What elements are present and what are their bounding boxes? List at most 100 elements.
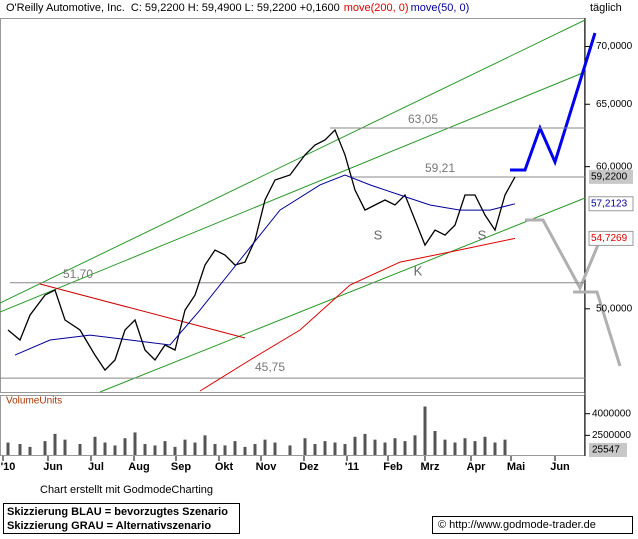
last-value-box — [589, 443, 627, 457]
level-label: 51,70 — [63, 267, 93, 281]
series-line — [14, 174, 516, 356]
volume-bar — [363, 433, 367, 455]
legend-blue: Skizzierung BLAU = bevorzugtes Szenario — [7, 506, 228, 518]
volume-bar — [153, 445, 157, 455]
volume-bar — [433, 431, 437, 455]
level-label: 59,21 — [425, 161, 455, 175]
volume-bar — [263, 439, 267, 455]
quote: C: 59,2200 H: 59,4900 L: 59,2200 +0,1600 — [131, 2, 340, 14]
volume-bar — [343, 443, 347, 455]
x-tick-label: Jun — [43, 461, 63, 473]
volume-bar — [43, 441, 47, 455]
volume-bar — [503, 439, 507, 455]
plot: 63,05 59,21 51,70 45,75 S K S — [0, 112, 585, 392]
volume-bar — [323, 441, 327, 455]
volume-bar — [473, 441, 477, 455]
volume-bar — [53, 433, 57, 455]
copyright: © http://www.godmode-trader.de — [438, 519, 596, 531]
volume-bar — [383, 442, 387, 455]
credit: Chart erstellt mit GodmodeCharting — [40, 484, 213, 496]
x-tick-label: Mrz — [421, 461, 440, 473]
volume-bar — [173, 446, 177, 455]
x-tick-label: Jun — [550, 461, 570, 473]
volume-bar — [288, 445, 292, 455]
x-tick-label: Feb — [383, 461, 403, 473]
x-tick-label: Nov — [256, 461, 278, 473]
x-tick-label: '11 — [345, 461, 359, 473]
x-tick-label: Apr — [467, 461, 487, 473]
volume-bar — [163, 441, 167, 455]
last-value-label: 59,2200 — [591, 172, 628, 183]
volume-bar — [313, 443, 317, 455]
trendline — [99, 197, 586, 393]
volume-bar — [483, 436, 487, 455]
annotation: S — [374, 227, 383, 242]
header: O'Reilly Automotive, Inc. C: 59,2200 H: … — [6, 2, 622, 14]
y-tick-label: 65,0000 — [596, 99, 633, 110]
volume-bar — [233, 441, 237, 455]
last-value-label: 25547 — [592, 445, 620, 456]
volume-bar — [303, 438, 307, 455]
volume-bar — [133, 432, 137, 455]
volume-bar — [203, 435, 207, 455]
y-tick-label: 50,0000 — [596, 303, 633, 314]
last-value-label: 57,2123 — [591, 198, 628, 209]
x-tick-label: Okt — [215, 461, 234, 473]
volume-bar — [403, 441, 407, 455]
volume-bar — [193, 442, 197, 455]
x-tick-label: Aug — [128, 461, 149, 473]
series-line — [199, 237, 516, 392]
x-tick-label: Sep — [171, 461, 191, 473]
volume-bar — [493, 442, 497, 455]
volume-bar — [6, 442, 10, 455]
last-value-box — [588, 230, 634, 246]
y-tick-label: 4000000 — [592, 408, 631, 419]
trendline — [39, 283, 246, 339]
copyright-box — [432, 516, 633, 534]
legend-box — [3, 503, 240, 534]
y-tick-label: 60,0000 — [596, 161, 633, 172]
volume-bar — [423, 406, 427, 455]
level-label: 45,75 — [255, 360, 285, 374]
volume-bar — [93, 436, 97, 455]
last-value-label: 54,7269 — [591, 233, 628, 244]
legend-ma50: move(50, 0) — [411, 2, 470, 14]
annotation: S — [478, 227, 487, 242]
volume-bar — [353, 436, 357, 455]
series-line — [7, 128, 516, 372]
volume-bar — [28, 446, 32, 455]
volume-bar — [213, 443, 217, 455]
volume-bar — [143, 443, 147, 455]
legend-ma200: move(200, 0) — [344, 2, 409, 14]
volume-bar — [123, 438, 127, 455]
y-tick-label: 2500000 — [592, 430, 631, 441]
trendline — [0, 71, 586, 313]
volume-bar — [18, 443, 22, 455]
x-tick-label: Mai — [507, 461, 525, 473]
volume-bar — [113, 445, 117, 455]
gray-scenario — [525, 218, 602, 292]
chart-title: O'Reilly Automotive, Inc. — [6, 2, 125, 14]
volume-bar — [413, 435, 417, 455]
y-tick-label: 70,0000 — [596, 41, 633, 52]
volume-bar — [253, 443, 257, 455]
volume-bar — [463, 438, 467, 455]
volume-bar — [183, 439, 187, 455]
volume-bar — [78, 443, 82, 455]
volume-bar — [103, 442, 107, 455]
periodicity: täglich — [590, 2, 622, 14]
volume-bar — [333, 442, 337, 455]
volume-bar — [443, 439, 447, 455]
x-tick-label: Jul — [88, 461, 104, 473]
level-label: 63,05 — [408, 112, 438, 126]
volume-bar — [223, 445, 227, 455]
last-value-box — [588, 196, 634, 212]
trendline — [0, 19, 586, 304]
volume-bar — [373, 439, 377, 455]
volume-bar — [393, 438, 397, 455]
legend-gray: Skizzierung GRAU = Alternativszenario — [7, 520, 211, 532]
last-value-box — [589, 169, 633, 184]
annotation: K — [414, 263, 423, 278]
